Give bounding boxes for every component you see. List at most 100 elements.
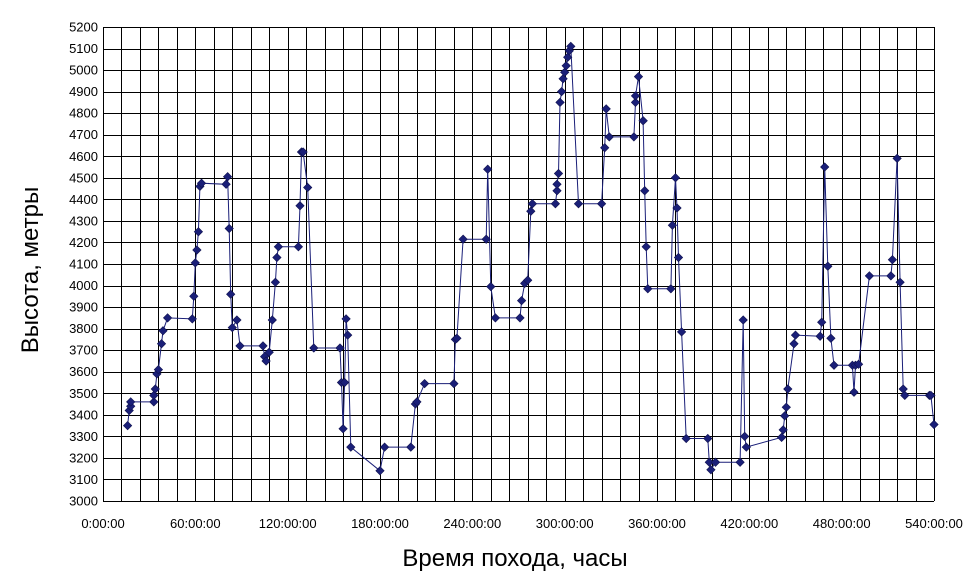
y-tick-label: 3700 — [69, 343, 98, 358]
data-point-marker — [558, 74, 568, 84]
altitude-series-line — [127, 46, 935, 472]
data-point-marker — [343, 330, 353, 340]
data-point-marker — [563, 52, 573, 62]
data-point-marker — [187, 314, 197, 324]
y-tick-label: 3500 — [69, 386, 98, 401]
x-tick-label: 180:00:00 — [351, 516, 409, 531]
data-point-marker — [375, 466, 385, 476]
y-tick-label: 4200 — [69, 235, 98, 250]
data-point-marker — [526, 206, 536, 216]
y-tick-label: 4000 — [69, 278, 98, 293]
data-point-marker — [298, 147, 308, 157]
data-point-marker — [527, 199, 538, 209]
data-point-marker — [452, 333, 462, 343]
data-point-marker — [346, 442, 356, 452]
data-point-marker — [596, 199, 607, 209]
data-point-marker — [672, 203, 682, 213]
data-point-marker — [929, 419, 939, 430]
data-point-marker — [676, 327, 687, 337]
data-point-marker — [419, 378, 430, 389]
data-point-marker — [339, 377, 350, 388]
data-point-marker — [643, 284, 653, 294]
data-point-marker — [556, 86, 567, 97]
data-point-marker — [309, 343, 319, 353]
data-point-marker — [826, 333, 836, 343]
data-point-marker — [638, 116, 648, 126]
y-tick-label: 3100 — [69, 472, 98, 487]
y-tick-label: 4800 — [69, 106, 98, 121]
data-point-marker — [704, 457, 714, 467]
data-point-marker — [853, 359, 864, 369]
data-point-marker — [895, 277, 905, 287]
y-tick-label: 4400 — [69, 192, 98, 207]
data-point-marker — [162, 313, 173, 323]
y-tick-label: 5200 — [69, 20, 98, 35]
y-tick-label: 5100 — [69, 41, 98, 56]
data-point-marker — [261, 356, 271, 366]
data-point-marker — [670, 173, 681, 183]
x-tick-label: 120:00:00 — [259, 516, 317, 531]
data-point-marker — [196, 178, 207, 188]
y-tick-label: 3400 — [69, 407, 98, 422]
data-point-marker — [630, 91, 641, 101]
x-tick-label: 360:00:00 — [628, 516, 686, 531]
data-point-marker — [641, 242, 651, 252]
data-point-marker — [189, 291, 199, 301]
data-point-marker — [778, 425, 788, 435]
data-point-marker — [267, 315, 277, 325]
data-point-marker — [630, 97, 641, 108]
data-point-marker — [379, 442, 390, 452]
y-tick-label: 3300 — [69, 429, 98, 444]
data-point-marker — [126, 397, 136, 407]
x-tick-label: 300:00:00 — [536, 516, 594, 531]
data-point-marker — [224, 223, 234, 234]
data-point-marker — [553, 168, 564, 179]
x-tick-label: 0:00:00 — [81, 516, 124, 531]
y-tick-label: 4700 — [69, 127, 98, 142]
data-point-marker — [706, 465, 716, 475]
data-point-marker — [735, 457, 745, 467]
data-point-marker — [222, 172, 233, 182]
data-point-marker — [629, 132, 639, 142]
data-point-marker — [341, 314, 351, 324]
data-point-marker — [221, 179, 231, 189]
data-point-marker — [604, 132, 614, 142]
data-point-marker — [486, 281, 496, 292]
y-tick-label: 4900 — [69, 84, 98, 99]
data-point-marker — [673, 252, 684, 263]
data-point-marker — [153, 364, 164, 375]
data-point-marker — [335, 343, 345, 353]
data-point-marker — [640, 186, 650, 196]
data-point-marker — [273, 242, 284, 252]
data-point-marker — [192, 245, 202, 255]
data-point-marker — [829, 360, 839, 370]
data-point-marker — [633, 71, 644, 82]
data-point-marker — [900, 390, 910, 401]
data-point-marker — [601, 104, 611, 114]
data-point-marker — [293, 242, 304, 252]
x-tick-label: 240:00:00 — [443, 516, 501, 531]
data-point-marker — [149, 397, 159, 407]
data-point-marker — [122, 420, 133, 431]
data-point-marker — [789, 339, 799, 349]
data-point-marker — [667, 220, 678, 230]
data-point-marker — [738, 315, 748, 325]
y-tick-label: 4600 — [69, 149, 98, 164]
data-point-marker — [781, 402, 791, 412]
data-point-marker — [561, 61, 571, 71]
data-point-marker — [303, 182, 313, 193]
data-point-marker — [483, 164, 493, 174]
data-point-marker — [412, 397, 422, 407]
data-point-marker — [523, 275, 533, 285]
data-point-marker — [515, 313, 525, 323]
data-point-marker — [898, 384, 908, 394]
y-tick-label: 3000 — [69, 494, 98, 509]
data-point-marker — [272, 252, 282, 263]
data-point-marker — [235, 341, 245, 351]
data-point-marker — [149, 390, 159, 401]
data-point-marker — [258, 341, 268, 351]
data-point-marker — [490, 313, 501, 323]
data-point-marker — [406, 442, 416, 452]
y-tick-label: 4500 — [69, 170, 98, 185]
data-point-marker — [227, 322, 237, 333]
